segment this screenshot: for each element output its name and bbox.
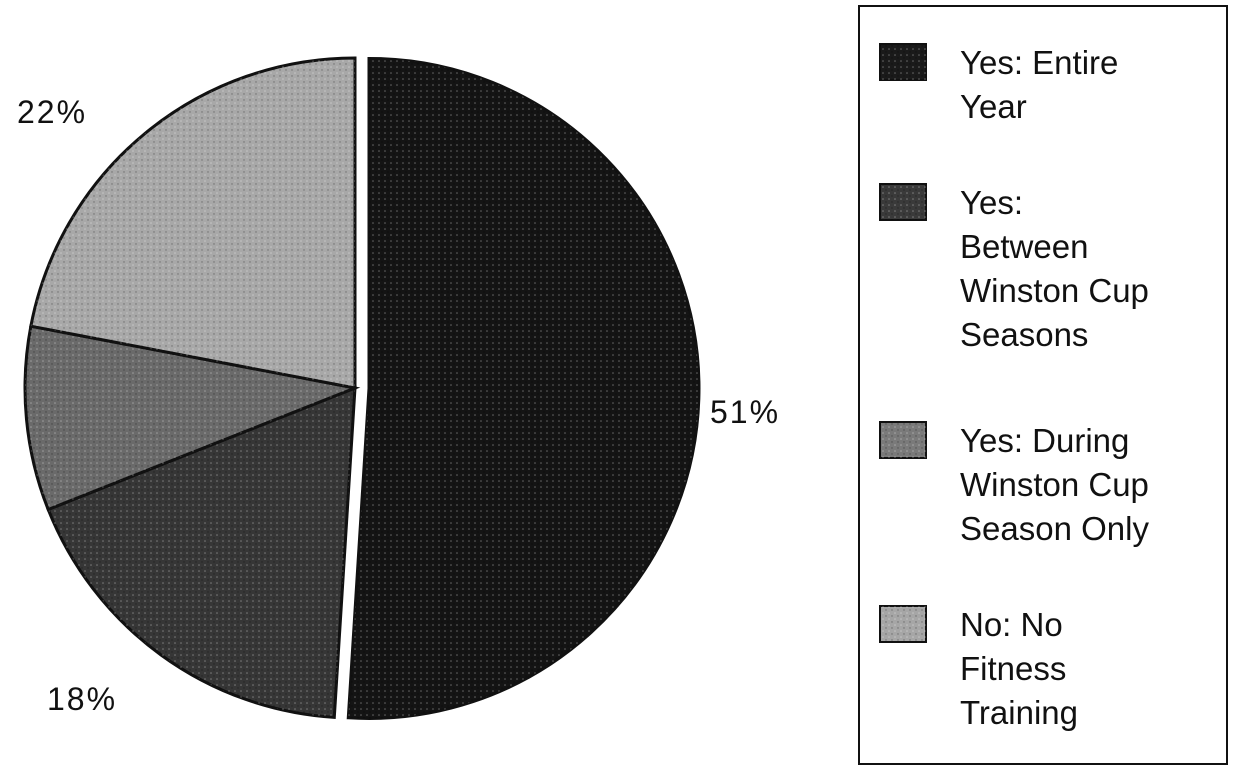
legend-entry-label: No: No Fitness Training (960, 606, 1078, 731)
pie-slice-texture (25, 326, 355, 510)
slice-percentage-label: 22% (17, 94, 87, 130)
legend-entry-line: Seasons (960, 316, 1088, 353)
legend-entry-line: Winston Cup (960, 466, 1149, 503)
pie-slice-texture (30, 58, 355, 388)
legend-entry-label: Yes: Between Winston Cup Seasons (960, 184, 1149, 353)
legend-swatch-texture (880, 422, 926, 458)
legend-entry-line: Yes: (960, 184, 1023, 221)
slice-percentage-label: 18% (47, 681, 117, 717)
legend-swatch-texture (880, 606, 926, 642)
legend-entry-line: Winston Cup (960, 272, 1149, 309)
pie-slice-texture (348, 58, 699, 719)
legend-entry-line: Yes: During (960, 422, 1129, 459)
legend-entry-line: Yes: Entire (960, 44, 1118, 81)
legend-swatch-texture (880, 44, 926, 80)
legend-entry-label: Yes: During Winston Cup Season Only (960, 422, 1149, 547)
legend-entry-line: Year (960, 88, 1027, 125)
legend-entry-line: Training (960, 694, 1078, 731)
legend-entry-line: Season Only (960, 510, 1149, 547)
legend-swatch-texture (880, 184, 926, 220)
legend-entry-line: Fitness (960, 650, 1066, 687)
legend-entry-line: Between (960, 228, 1088, 265)
legend-entry-line: No: No (960, 606, 1063, 643)
legend-entry-label: Yes: Entire Year (960, 44, 1118, 125)
slice-percentage-label: 51% (710, 394, 780, 430)
pie-slices (23, 56, 701, 720)
percentage-labels: 51% 18% 22% (17, 94, 780, 717)
legend-box (858, 5, 1228, 765)
legend: Yes: Entire Year Yes: Between Winston Cup Sea… (858, 5, 1228, 765)
pie-slice-texture (48, 388, 355, 718)
